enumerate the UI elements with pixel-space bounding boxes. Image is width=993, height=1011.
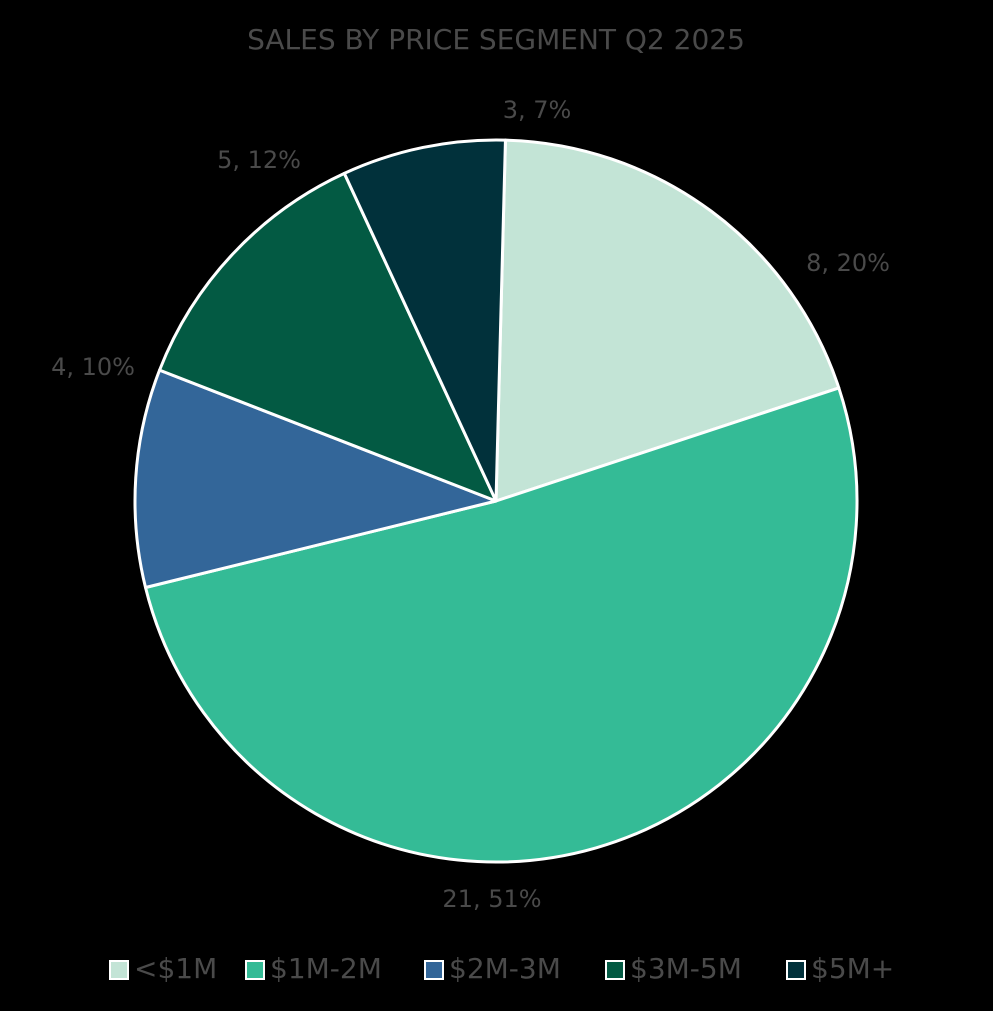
data-label-5m: 3, 7% — [503, 96, 572, 124]
legend-swatch — [605, 960, 625, 980]
legend-swatch — [245, 960, 265, 980]
legend-label: <$1M — [134, 952, 217, 985]
data-label-3m-5m: 5, 12% — [217, 146, 301, 174]
legend-label: $2M-3M — [449, 952, 561, 985]
legend-swatch — [424, 960, 444, 980]
pie-slice-3m-5m — [158, 171, 498, 503]
pie-slice-1m-2m — [144, 386, 859, 864]
legend-item-5m: $5M+ — [786, 952, 894, 985]
data-label-2m-3m: 4, 10% — [51, 353, 135, 381]
legend-swatch — [786, 960, 806, 980]
legend-item-3m-5m: $3M-5M — [605, 952, 742, 985]
data-labels: 8, 20% 21, 51% 4, 10% 5, 12% 3, 7% — [51, 96, 890, 913]
legend-item-2m-3m: $2M-3M — [424, 952, 561, 985]
pie-slice-2m-3m — [133, 368, 498, 590]
legend-label: $3M-5M — [630, 952, 742, 985]
legend-label: $1M-2M — [270, 952, 382, 985]
pie-slices — [133, 138, 859, 864]
legend: <$1M $1M-2M $2M-3M $3M-5M $5M+ — [109, 952, 894, 985]
legend-item-1m: <$1M — [109, 952, 217, 985]
legend-swatch — [109, 960, 129, 980]
pie-slice-1m — [494, 138, 841, 503]
chart-title: SALES BY PRICE SEGMENT Q2 2025 — [247, 23, 745, 56]
legend-label: $5M+ — [811, 952, 894, 985]
legend-item-1m-2m: $1M-2M — [245, 952, 382, 985]
pie-slice-5m — [342, 138, 507, 503]
data-label-1m-2m: 21, 51% — [442, 885, 541, 913]
data-label-1m: 8, 20% — [806, 249, 890, 277]
